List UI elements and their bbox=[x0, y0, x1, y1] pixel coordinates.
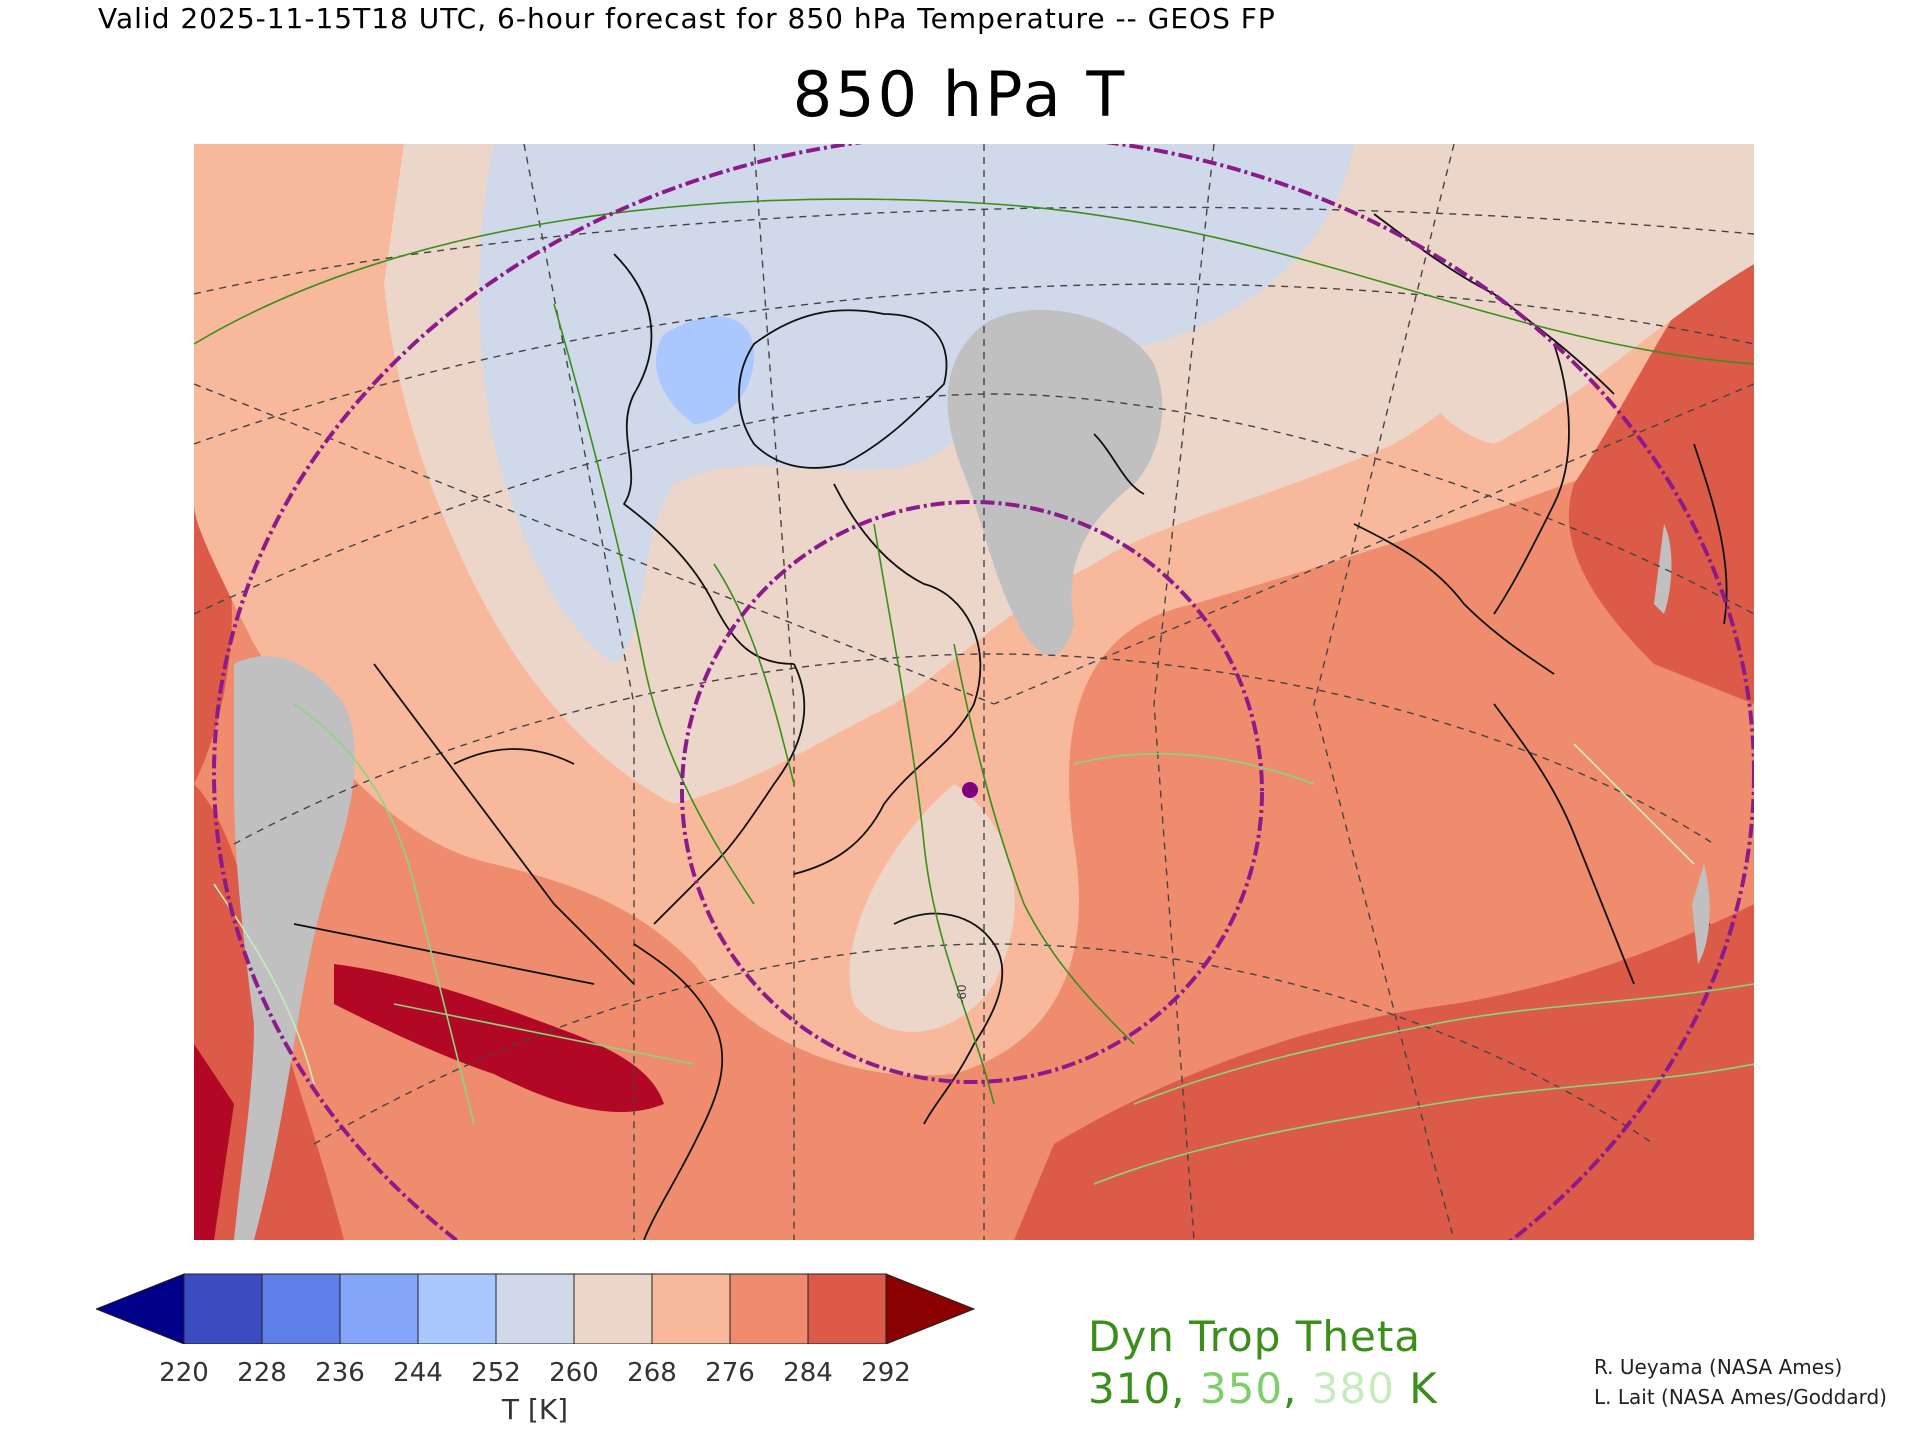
temp-field-neutral-atlantic bbox=[1354, 144, 1754, 444]
theta-level-text: 350 bbox=[1199, 1364, 1284, 1413]
missing-rockies bbox=[234, 656, 355, 1240]
colorbar-cell bbox=[651, 1273, 731, 1344]
credit-line: R. Ueyama (NASA Ames) bbox=[1594, 1355, 1843, 1379]
colorbar-label: T [K] bbox=[501, 1393, 569, 1426]
colorbar-tick-label: 292 bbox=[861, 1358, 911, 1388]
outer-range-circle bbox=[212, 144, 1754, 1240]
colorbar-cell bbox=[495, 1273, 575, 1344]
theta-level-text: 310 bbox=[1088, 1364, 1172, 1413]
colorbar-under-arrow bbox=[96, 1273, 185, 1344]
colorbar-tick-label: 284 bbox=[783, 1358, 833, 1388]
colorbar-cell bbox=[183, 1273, 263, 1344]
coastlines bbox=[293, 213, 1728, 1240]
theta-level-text: , bbox=[1171, 1364, 1200, 1413]
temp-field-west-coast bbox=[194, 444, 344, 1240]
colorbar-tick-label: 252 bbox=[471, 1358, 521, 1388]
valid-time-line: Valid 2025-11-15T18 UTC, 6-hour forecast… bbox=[98, 2, 1276, 35]
flight-base-marker bbox=[962, 782, 978, 798]
credit-line: L. Lait (NASA Ames/Goddard) bbox=[1594, 1385, 1887, 1409]
temp-field-cool-arctic bbox=[479, 144, 1354, 664]
colorbar-tick-label: 220 bbox=[159, 1358, 209, 1388]
colorbar-tick-label: 236 bbox=[315, 1358, 365, 1388]
temp-field-warm-southeast bbox=[1014, 904, 1754, 1240]
colorbar-cell bbox=[729, 1273, 809, 1344]
forecast-map: -60 bbox=[194, 144, 1754, 1240]
theta-contours bbox=[194, 198, 1754, 1185]
contour-label: -60 bbox=[955, 984, 969, 1004]
map-title: 850 hPa T bbox=[792, 58, 1128, 131]
theta-level-text: , bbox=[1283, 1364, 1312, 1413]
theta-level-text: 380 bbox=[1311, 1364, 1395, 1413]
graticule bbox=[194, 144, 1754, 1240]
colorbar-cell bbox=[339, 1273, 419, 1344]
colorbar-cell bbox=[417, 1273, 497, 1344]
colorbar-over-arrow bbox=[885, 1273, 976, 1344]
range-circles bbox=[212, 144, 1754, 1240]
temperature-colorbar bbox=[96, 1273, 976, 1344]
colorbar-tick-label: 244 bbox=[393, 1358, 443, 1388]
theta-legend-levels: 310, 350, 380 K bbox=[1088, 1364, 1438, 1413]
missing-greenland bbox=[947, 309, 1163, 656]
colorbar-cell bbox=[573, 1273, 653, 1344]
credits: R. Ueyama (NASA Ames) L. Lait (NASA Ames… bbox=[1594, 1352, 1887, 1412]
colorbar-tick-label: 268 bbox=[627, 1358, 677, 1388]
colorbar-cell bbox=[807, 1273, 887, 1344]
colorbar-cell bbox=[261, 1273, 341, 1344]
theta-legend-title: Dyn Trop Theta bbox=[1088, 1312, 1422, 1361]
theta-level-text: K bbox=[1394, 1364, 1438, 1413]
missing-andes bbox=[1654, 524, 1710, 964]
temp-field-warmest-us bbox=[194, 964, 664, 1240]
colorbar-tick-label: 276 bbox=[705, 1358, 755, 1388]
temp-field-cold-core bbox=[655, 316, 754, 424]
inner-range-circle bbox=[680, 500, 1264, 1084]
colorbar-tick-label: 260 bbox=[549, 1358, 599, 1388]
colorbar-tick-label: 228 bbox=[237, 1358, 287, 1388]
